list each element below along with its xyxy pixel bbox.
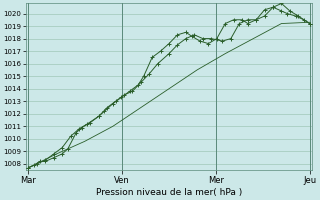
X-axis label: Pression niveau de la mer( hPa ): Pression niveau de la mer( hPa ) [96, 188, 242, 197]
